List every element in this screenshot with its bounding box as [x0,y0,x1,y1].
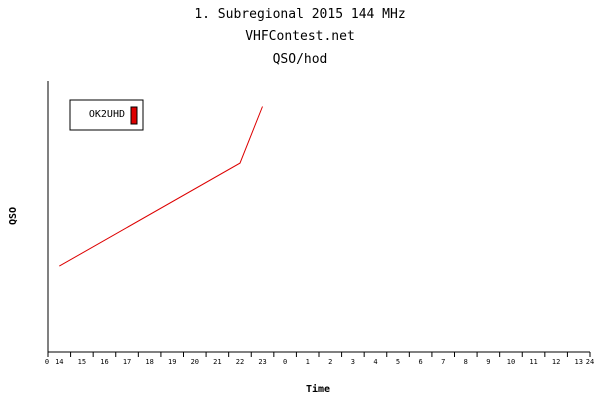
x-tick-label: 2 [328,358,332,366]
chart-units: QSO/hod [273,52,328,67]
x-tick-label: 16 [100,358,108,366]
x-tick-label: 13 [574,358,582,366]
x-tick-label: 19 [168,358,176,366]
x-tick-label: 17 [123,358,131,366]
x-axis-end-label: 24 [586,358,594,366]
x-ticks: 14 15 16 17 18 19 20 21 22 23 0 1 2 3 4 5 6 7 8 9 10 11 12 13 [47,352,591,366]
legend-label: OK2UHD [89,109,125,120]
x-tick-label: 0 [283,358,287,366]
chart-title: 1. Subregional 2015 144 MHz [194,7,405,22]
y-axis-label: QSO [8,207,19,225]
x-tick-label: 10 [507,358,515,366]
x-tick-label: 7 [441,358,445,366]
x-axis-start-label: 0 [45,358,49,366]
x-tick-label: 6 [419,358,423,366]
series-layer [59,106,263,267]
legend-swatch [130,106,138,125]
x-tick-label: 14 [55,358,63,366]
chart-subtitle: VHFContest.net [245,29,355,44]
x-tick-label: 5 [396,358,400,366]
x-tick-label: 18 [145,358,153,366]
x-tick-label: 4 [373,358,377,366]
x-tick-label: 8 [464,358,468,366]
x-tick-label: 1 [306,358,310,366]
x-axis-label: Time [306,383,330,395]
x-tick-label: 21 [213,358,221,366]
x-tick-label: 15 [78,358,86,366]
x-tick-label: 22 [236,358,244,366]
x-tick-label: 11 [529,358,537,366]
legend: OK2UHD [69,99,144,131]
x-tick-label: 20 [191,358,199,366]
x-tick-label: 12 [552,358,560,366]
series-line-ok2uhd [59,106,263,267]
x-tick-label: 23 [258,358,266,366]
x-tick-label: 9 [486,358,490,366]
x-tick-label: 3 [351,358,355,366]
